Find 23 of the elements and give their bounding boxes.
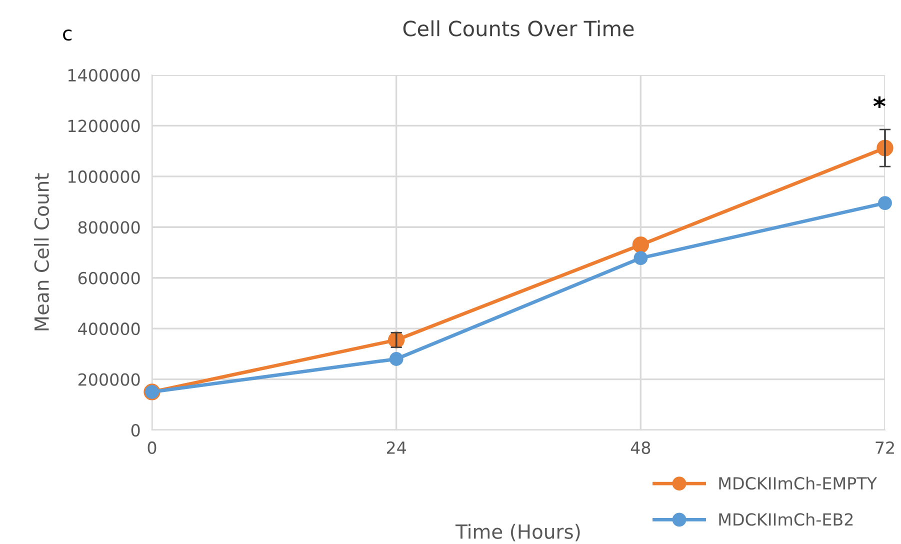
- y-tick-label: 1200000: [68, 120, 140, 132]
- x-tick-label: 24: [386, 441, 406, 454]
- annotation: *: [873, 96, 886, 108]
- y-tick-label: 800000: [78, 221, 140, 234]
- legend-label: MDCKIImCh-EB2: [719, 512, 853, 526]
- text: c: [63, 29, 72, 41]
- point: [389, 352, 404, 366]
- chart-title: Cell Counts Over Time: [403, 20, 634, 36]
- point: [632, 236, 649, 254]
- y-tick-label: 200000: [78, 373, 140, 386]
- x-tick-label: 72: [876, 441, 894, 454]
- x-tick-label: 48: [630, 441, 650, 454]
- y-tick-label: 600000: [78, 272, 140, 284]
- y-tick-label: 400000: [78, 322, 140, 336]
- y-axis-title: Mean Cell Count: [34, 173, 50, 330]
- x-axis-title: Time (Hours): [455, 524, 580, 542]
- point: [634, 251, 648, 266]
- point: [878, 196, 892, 210]
- y-tick-label: 1400000: [68, 68, 140, 82]
- x-tick-label: 0: [148, 441, 156, 454]
- y-tick-label: 1000000: [68, 170, 140, 183]
- legend-label: MDCKIImCh-EMPTY: [719, 476, 878, 490]
- y-tick-label: 0: [131, 424, 140, 437]
